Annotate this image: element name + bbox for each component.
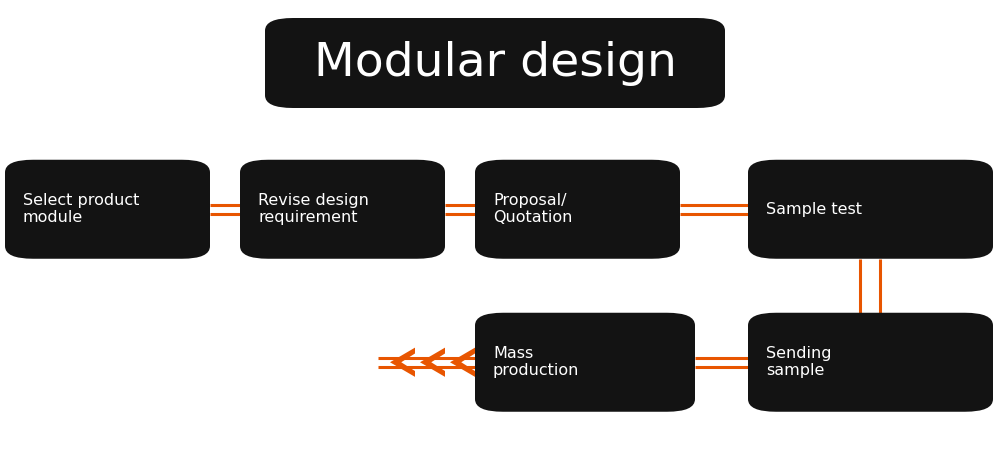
Text: Select product
module: Select product module [23,193,139,225]
Polygon shape [420,347,445,377]
FancyBboxPatch shape [475,160,680,259]
Polygon shape [450,347,475,377]
Text: Mass
production: Mass production [493,346,579,378]
FancyBboxPatch shape [475,313,695,412]
Text: Proposal/
Quotation: Proposal/ Quotation [493,193,572,225]
FancyBboxPatch shape [5,160,210,259]
FancyBboxPatch shape [748,313,993,412]
FancyBboxPatch shape [265,18,725,108]
Text: Revise design
requirement: Revise design requirement [258,193,369,225]
FancyBboxPatch shape [240,160,445,259]
Polygon shape [390,347,415,377]
FancyBboxPatch shape [748,160,993,259]
Text: Sending
sample: Sending sample [766,346,832,378]
Text: Modular design: Modular design [314,40,676,86]
Text: Sample test: Sample test [766,202,862,217]
